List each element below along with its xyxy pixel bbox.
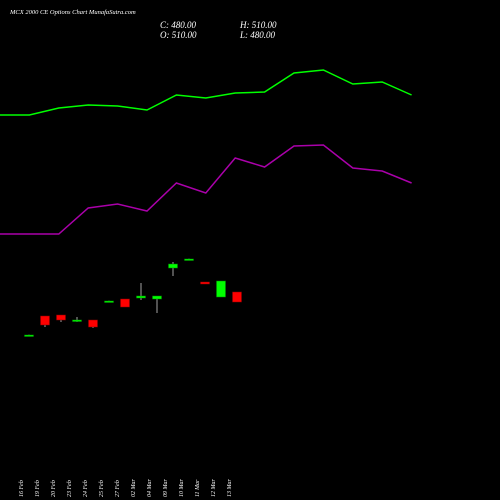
candle-body bbox=[56, 314, 66, 321]
candle-body bbox=[88, 319, 98, 328]
x-tick-label: 12 Mar bbox=[211, 479, 217, 497]
x-tick-label: 11 Mar bbox=[195, 479, 201, 497]
candle-body bbox=[136, 295, 146, 299]
x-tick-label: 19 Feb bbox=[35, 480, 41, 497]
candle-body bbox=[184, 258, 194, 261]
candle-body bbox=[152, 295, 162, 300]
x-tick-label: 23 Feb bbox=[67, 480, 73, 497]
candle-body bbox=[232, 291, 242, 303]
candle-body bbox=[216, 280, 226, 298]
x-tick-label: 04 Mar bbox=[146, 479, 153, 497]
x-tick-label: 10 Mar bbox=[179, 479, 185, 497]
high-label: H: 510.00 bbox=[239, 20, 277, 30]
low-label: L: 480.00 bbox=[239, 30, 276, 40]
candle-body bbox=[200, 281, 210, 285]
x-tick-label: 27 Feb bbox=[115, 480, 121, 497]
x-tick-label: 20 Feb bbox=[51, 480, 57, 497]
chart-title: MCX 2000 CE Options Chart MunafaSutra.co… bbox=[9, 9, 136, 16]
open-label: O: 510.00 bbox=[160, 30, 197, 40]
x-tick-label: 25 Feb bbox=[99, 480, 105, 497]
candle-body bbox=[72, 319, 82, 322]
x-tick-label: 13 Mar bbox=[227, 479, 233, 497]
candle-body bbox=[168, 263, 178, 269]
x-tick-label: 16 Feb bbox=[19, 480, 25, 497]
candle-body bbox=[120, 298, 130, 308]
x-tick-label: 09 Mar bbox=[163, 479, 169, 497]
x-tick-label: 02 Mar bbox=[131, 479, 137, 497]
candle-body bbox=[24, 334, 34, 337]
indicator-line bbox=[0, 144, 412, 235]
x-tick-label: 24 Feb bbox=[82, 480, 89, 497]
close-label: C: 480.00 bbox=[160, 20, 197, 30]
candle-body bbox=[104, 300, 114, 303]
candle-body bbox=[40, 315, 50, 326]
indicator-line bbox=[0, 69, 412, 116]
